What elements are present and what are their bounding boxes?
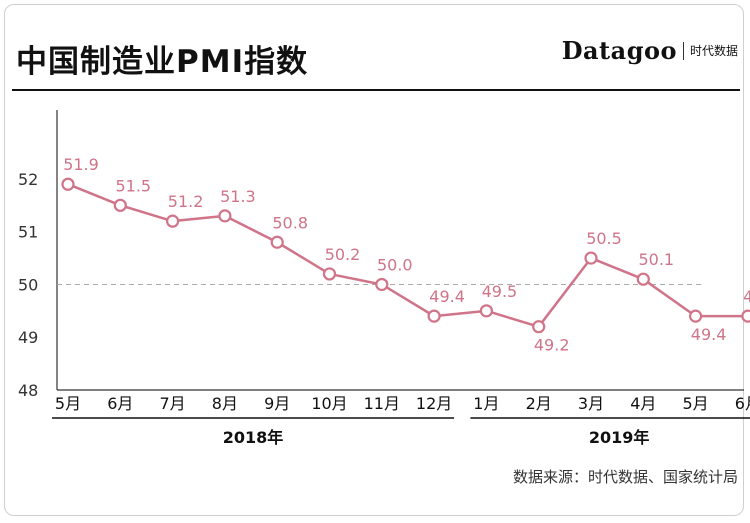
data-point	[636, 272, 650, 286]
brand-logo: Datagoo 时代数据	[562, 36, 738, 65]
data-label: 50.1	[638, 250, 674, 269]
data-label: 49.4	[743, 287, 750, 306]
data-source: 数据来源：时代数据、国家统计局	[512, 468, 738, 486]
data-label: 50.2	[325, 245, 361, 264]
data-point	[741, 309, 750, 323]
year-group-label: 2019年	[589, 428, 650, 447]
x-tick-label: 6月	[107, 394, 133, 413]
x-tick-label: 5月	[683, 394, 709, 413]
data-point	[113, 198, 127, 212]
data-label: 49.4	[429, 287, 465, 306]
y-tick-label: 52	[18, 170, 38, 189]
data-label: 50.8	[272, 213, 308, 232]
x-tick-label: 9月	[264, 394, 290, 413]
data-point	[166, 214, 180, 228]
data-label: 49.4	[691, 325, 727, 344]
x-tick-label: 12月	[416, 394, 452, 413]
data-point	[532, 320, 546, 334]
data-point	[322, 267, 337, 281]
x-tick-label: 11月	[364, 394, 400, 413]
brand-separator	[682, 41, 684, 60]
data-point	[375, 277, 389, 292]
x-tick-label: 10月	[311, 394, 347, 413]
brand-subtitle: 时代数据	[689, 44, 738, 58]
data-label: 49.5	[482, 282, 518, 301]
data-label: 50.0	[377, 255, 413, 274]
data-label: 51.9	[63, 155, 99, 174]
year-group-label: 2018年	[223, 428, 284, 447]
y-tick-label: 48	[18, 381, 38, 400]
data-label: 50.5	[586, 229, 622, 248]
data-point	[479, 304, 493, 318]
x-tick-label: 5月	[55, 394, 81, 413]
x-tick-label: 1月	[473, 394, 499, 413]
data-point	[427, 309, 441, 323]
x-tick-label: 2月	[526, 394, 552, 413]
x-tick-label: 7月	[160, 394, 186, 413]
y-tick-label: 50	[18, 275, 38, 294]
data-point	[61, 177, 75, 191]
y-tick-label: 49	[18, 328, 38, 347]
x-tick-label: 3月	[578, 394, 604, 413]
data-label: 49.2	[534, 336, 570, 355]
data-point	[218, 209, 232, 223]
data-label: 51.3	[220, 187, 256, 206]
data-label: 51.2	[168, 192, 204, 211]
data-label: 51.5	[115, 176, 151, 195]
x-tick-label: 6月	[735, 394, 750, 413]
brand-name: Datagoo	[561, 36, 677, 65]
data-point	[270, 235, 284, 249]
data-point	[688, 309, 703, 323]
y-tick-label: 51	[18, 223, 38, 242]
x-tick-label: 4月	[630, 394, 656, 413]
chart-title: 中国制造业PMI指数	[16, 44, 309, 80]
x-tick-label: 8月	[212, 394, 238, 413]
title-rule	[12, 89, 740, 91]
data-point	[584, 251, 598, 265]
pmi-series-line	[67, 183, 748, 328]
